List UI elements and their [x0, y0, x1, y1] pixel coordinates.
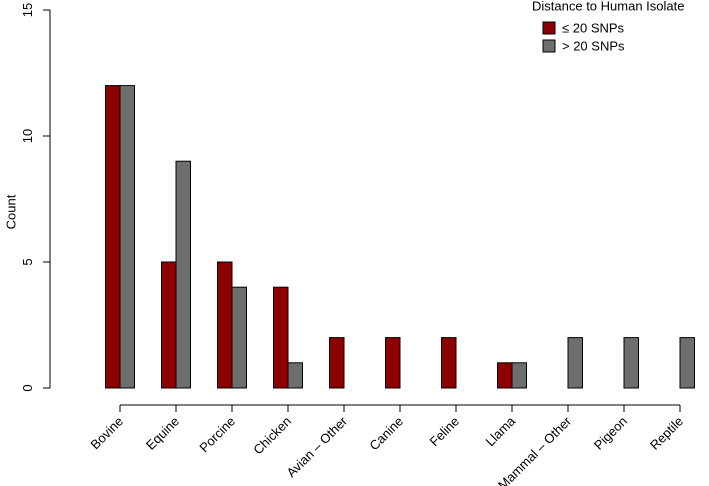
- bar: [679, 337, 695, 389]
- x-tick-label: Feline: [426, 414, 462, 450]
- legend-swatch: [542, 21, 556, 35]
- x-tick-label: Pigeon: [591, 414, 630, 453]
- legend-label: > 20 SNPs: [562, 38, 625, 53]
- bar: [385, 337, 401, 389]
- y-tick-label: 15: [20, 3, 35, 17]
- bar: [231, 286, 247, 389]
- bar: [441, 337, 457, 389]
- bar: [119, 85, 135, 389]
- x-tick-label: Reptile: [647, 414, 686, 453]
- x-tick-label: Canine: [366, 414, 406, 454]
- x-tick-label: Llama: [482, 413, 518, 449]
- x-tick-label: Equine: [143, 414, 182, 453]
- legend-swatch: [542, 39, 556, 53]
- bar: [567, 337, 583, 389]
- bar: [623, 337, 639, 389]
- x-tick-label: Bovine: [87, 414, 126, 453]
- y-tick-label: 10: [20, 129, 35, 143]
- bar: [217, 261, 233, 389]
- legend-title: Distance to Human Isolate: [532, 0, 684, 13]
- x-tick-label: Chicken: [250, 414, 294, 458]
- y-tick-label: 5: [20, 258, 35, 265]
- y-axis-label: Count: [3, 194, 18, 229]
- bar: [497, 362, 513, 389]
- x-tick-label: Porcine: [196, 414, 238, 456]
- y-tick-label: 0: [20, 384, 35, 391]
- bar: [105, 85, 121, 389]
- bar: [287, 362, 303, 389]
- bar: [175, 160, 191, 389]
- bar: [329, 337, 345, 389]
- bar: [161, 261, 177, 389]
- x-tick-label: Avian – Other: [283, 413, 350, 480]
- bar: [273, 286, 289, 389]
- bar: [511, 362, 527, 389]
- legend-label: ≤ 20 SNPs: [562, 20, 625, 35]
